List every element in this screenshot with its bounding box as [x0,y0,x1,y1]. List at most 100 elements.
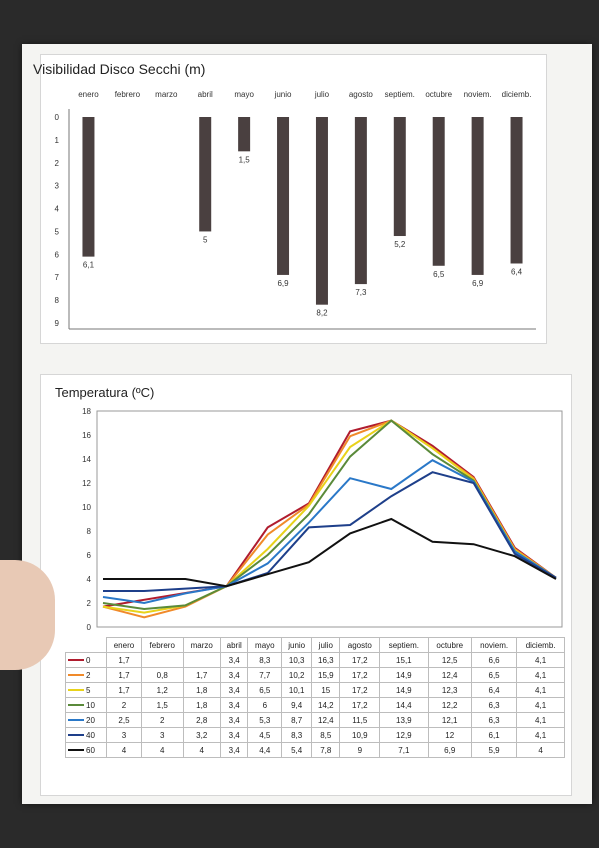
table-cell: 6,5 [247,682,283,698]
secchi-bar [199,117,212,232]
secchi-y-tick-label: 3 [55,182,60,191]
table-cell: 1,7 [106,652,142,668]
table-cell: 14,2 [311,697,341,713]
table-cell: 14,4 [379,697,429,713]
legend-label: 0 [86,655,91,665]
table-cell: 12,2 [427,697,472,713]
legend-key-40: 40 [65,727,107,743]
table-cell: 12 [427,727,472,743]
table-corner-cell [65,637,107,653]
legend-swatch [68,704,84,707]
table-cell: 15 [311,682,341,698]
table-row: 0 1,7 3,4 8,3 10,3 16,3 17,2 15,1 12,5 6,6 4,1 [65,652,565,668]
table-cell: 4,1 [516,667,565,683]
table-cell: 3,4 [219,682,249,698]
secchi-y-tick-label: 9 [55,319,60,328]
table-cell: 10,9 [339,727,381,743]
secchi-x-tick-label: junio [274,90,292,99]
table-column-header: agosto [339,637,381,653]
legend-label: 10 [86,700,95,710]
table-cell: 8,7 [281,712,313,728]
legend-swatch [68,749,84,752]
table-column-header: abril [219,637,249,653]
table-cell: 10,3 [281,652,313,668]
table-cell: 2 [140,712,184,728]
temp-series-line-20 [102,459,557,605]
temp-y-tick-label: 6 [87,551,92,560]
table-cell: 13,9 [379,712,429,728]
temp-series-line-5 [102,419,557,614]
table-row: 2 1,7 0,8 1,7 3,4 7,7 10,2 15,9 17,2 14,9 12,4 6,5 4… [65,667,565,683]
table-cell: 8,3 [247,652,283,668]
secchi-x-tick-label: octubre [425,90,452,99]
secchi-data-label: 5 [203,235,208,244]
secchi-bar [315,117,328,305]
table-cell: 4 [106,742,142,758]
secchi-bar [238,117,251,152]
temp-series-line-60 [103,517,557,588]
secchi-bar [510,117,523,264]
secchi-bar [432,117,445,266]
table-cell: 6,6 [470,652,518,668]
temp-y-tick-label: 8 [87,527,92,536]
table-column-header: mayo [247,637,283,653]
table-cell [182,652,221,668]
secchi-data-label: 6,1 [83,261,95,270]
secchi-chart: 0 1 2 3 4 5 6 7 8 9 enero 6,1 febrero marzo abril 5 mayo… [55,90,536,330]
table-row: 5 1,7 1,2 1,8 3,4 6,5 10,1 15 17,2 14,9 12,3 6,4 4,1 [65,682,565,698]
table-cell: 4,1 [516,682,565,698]
temp-y-tick-label: 10 [82,503,91,512]
table-cell: 2,8 [182,712,221,728]
table-column-header: octubre [427,637,472,653]
temp-y-tick-label: 12 [82,479,91,488]
table-cell: 1,7 [106,682,142,698]
legend-label: 60 [86,745,95,755]
table-cell: 2,5 [106,712,142,728]
secchi-data-label: 5,2 [394,240,406,249]
table-cell: 7,1 [379,742,429,758]
table-cell: 6,1 [470,727,518,743]
legend-swatch [68,689,84,692]
table-cell: 12,1 [427,712,472,728]
table-cell: 14,9 [379,682,429,698]
table-cell: 12,4 [427,667,472,683]
secchi-x-tick-label: septiem. [385,90,415,99]
secchi-data-label: 8,2 [316,309,328,318]
secchi-x-tick-label: agosto [349,90,374,99]
table-cell: 4 [140,742,184,758]
table-cell: 6,4 [470,682,518,698]
table-cell [140,652,184,668]
table-cell: 4,5 [247,727,283,743]
table-cell: 6,9 [427,742,472,758]
secchi-data-label: 6,5 [433,270,445,279]
table-cell: 1,7 [182,667,221,683]
secchi-y-tick-label: 5 [55,227,60,236]
legend-swatch [68,719,84,722]
table-cell: 12,4 [311,712,341,728]
legend-key-10: 10 [65,697,107,713]
table-cell: 1,7 [106,667,142,683]
table-cell: 4 [516,742,565,758]
secchi-x-tick-label: febrero [115,90,141,99]
temperature-chart-title: Temperatura (ºC) [55,385,155,400]
legend-swatch [68,674,84,677]
table-header-row: enero febrero marzo abril mayo junio julio agos… [65,637,565,653]
secchi-y-tick-label: 2 [55,159,60,168]
secchi-x-tick-label: julio [314,90,330,99]
finger [0,560,55,670]
temp-y-tick-label: 14 [82,455,91,464]
secchi-bar [82,117,95,257]
secchi-x-tick-label: mayo [234,90,254,99]
secchi-data-label: 6,9 [472,279,484,288]
table-cell: 3,2 [182,727,221,743]
legend-label: 40 [86,730,95,740]
table-cell: 0,8 [140,667,184,683]
table-cell: 12,9 [379,727,429,743]
table-column-header: enero [106,637,142,653]
table-row: 20 2,5 2 2,8 3,4 5,3 8,7 12,4 11,5 13,9 12,1 6,3 4,1 [65,712,565,728]
secchi-y-tick-label: 0 [55,113,60,122]
table-cell: 12,5 [427,652,472,668]
table-cell: 11,5 [339,712,381,728]
table-cell: 15,1 [379,652,429,668]
